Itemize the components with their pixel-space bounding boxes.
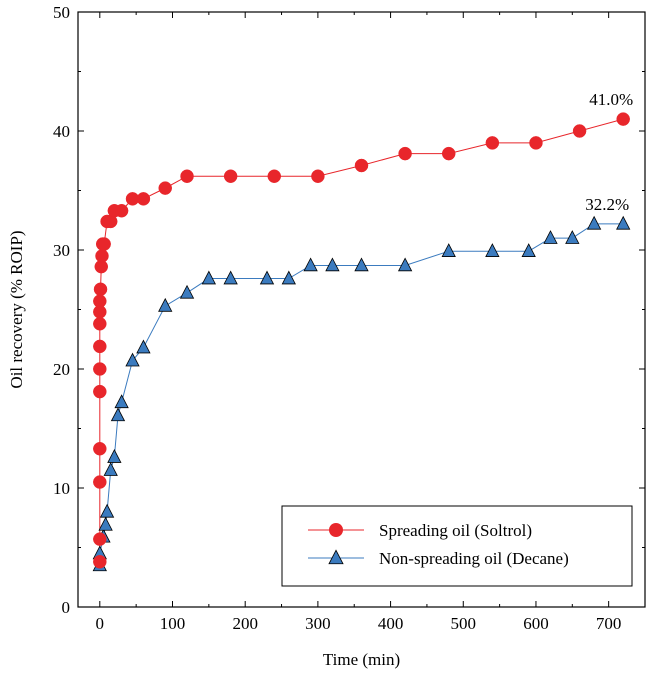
point-decane bbox=[223, 270, 238, 285]
annotation-soltrol-final: 41.0% bbox=[589, 90, 633, 109]
series-line-1 bbox=[99, 223, 624, 566]
point-soltrol bbox=[97, 237, 111, 251]
point-decane bbox=[179, 284, 195, 299]
point-soltrol bbox=[311, 169, 325, 183]
x-tick-label: 500 bbox=[451, 614, 477, 633]
point-decane bbox=[99, 503, 115, 518]
y-tick-label: 50 bbox=[53, 3, 70, 22]
point-decane bbox=[485, 243, 500, 257]
point-soltrol bbox=[95, 249, 109, 263]
point-soltrol bbox=[180, 169, 194, 183]
point-soltrol bbox=[93, 282, 108, 297]
point-soltrol bbox=[398, 146, 412, 161]
legend-marker-soltrol bbox=[329, 523, 343, 537]
x-axis-title: Time (min) bbox=[323, 650, 400, 669]
point-soltrol bbox=[93, 294, 107, 308]
legend-label-soltrol: Spreading oil (Soltrol) bbox=[379, 521, 532, 540]
point-soltrol bbox=[93, 475, 107, 489]
y-axis-title: Oil recovery (% ROIP) bbox=[7, 230, 26, 388]
point-soltrol bbox=[267, 169, 282, 183]
series-line-0 bbox=[99, 118, 624, 562]
y-tick-label: 20 bbox=[53, 360, 70, 379]
point-decane bbox=[586, 215, 602, 230]
y-tick-label: 0 bbox=[62, 598, 71, 617]
y-tick-label: 40 bbox=[53, 122, 70, 141]
point-soltrol bbox=[93, 362, 107, 376]
annotations-group: 41.0% 32.2% bbox=[585, 90, 633, 214]
point-soltrol bbox=[158, 181, 172, 195]
series-lines-group bbox=[99, 118, 624, 566]
point-soltrol bbox=[441, 146, 456, 161]
point-decane bbox=[125, 352, 140, 367]
point-decane bbox=[325, 257, 340, 272]
annotation-decane-final: 32.2% bbox=[585, 195, 629, 214]
point-decane bbox=[281, 270, 296, 285]
point-decane bbox=[107, 449, 122, 463]
point-soltrol bbox=[223, 169, 238, 183]
legend-box bbox=[281, 505, 633, 587]
point-soltrol bbox=[529, 136, 543, 150]
point-soltrol bbox=[354, 158, 369, 173]
point-soltrol bbox=[485, 136, 500, 150]
point-decane bbox=[259, 270, 275, 285]
point-decane bbox=[103, 462, 118, 476]
point-decane bbox=[441, 243, 456, 257]
point-decane bbox=[397, 257, 413, 272]
x-tick-label: 300 bbox=[305, 614, 331, 633]
point-decane bbox=[201, 270, 217, 285]
y-tick-label: 10 bbox=[53, 479, 70, 498]
axes-group: 0 100 200 300 400 500 600 700 0 10 20 30 40 50 bbox=[53, 3, 646, 633]
point-decane bbox=[565, 230, 580, 244]
point-soltrol bbox=[114, 203, 129, 218]
legend-marker-decane bbox=[328, 549, 344, 565]
series-markers-group bbox=[92, 112, 631, 572]
point-decane bbox=[110, 407, 126, 422]
point-soltrol bbox=[93, 441, 107, 456]
point-decane bbox=[543, 230, 558, 244]
point-soltrol bbox=[93, 555, 107, 569]
x-tick-label: 100 bbox=[160, 614, 186, 633]
point-decane bbox=[98, 516, 113, 531]
point-soltrol bbox=[616, 112, 630, 126]
legend: Spreading oil (Soltrol) Non-spreading oi… bbox=[281, 505, 633, 587]
x-tick-label: 200 bbox=[232, 614, 258, 633]
x-tick-label: 600 bbox=[523, 614, 549, 633]
x-tick-label: 400 bbox=[378, 614, 404, 633]
legend-label-decane: Non-spreading oil (Decane) bbox=[379, 549, 569, 568]
x-tick-label: 0 bbox=[96, 614, 105, 633]
point-decane bbox=[616, 215, 631, 230]
point-soltrol bbox=[572, 124, 587, 138]
point-decane bbox=[158, 297, 173, 312]
point-decane bbox=[303, 257, 318, 272]
y-tick-label: 30 bbox=[53, 241, 70, 260]
point-decane bbox=[136, 339, 151, 354]
point-decane bbox=[521, 243, 536, 257]
point-soltrol bbox=[93, 532, 107, 546]
point-decane bbox=[114, 394, 129, 409]
point-decane bbox=[354, 257, 369, 272]
x-tick-label: 700 bbox=[596, 614, 622, 633]
point-soltrol bbox=[93, 339, 107, 354]
point-soltrol bbox=[93, 317, 107, 331]
point-soltrol bbox=[93, 384, 107, 399]
point-soltrol bbox=[136, 192, 151, 206]
